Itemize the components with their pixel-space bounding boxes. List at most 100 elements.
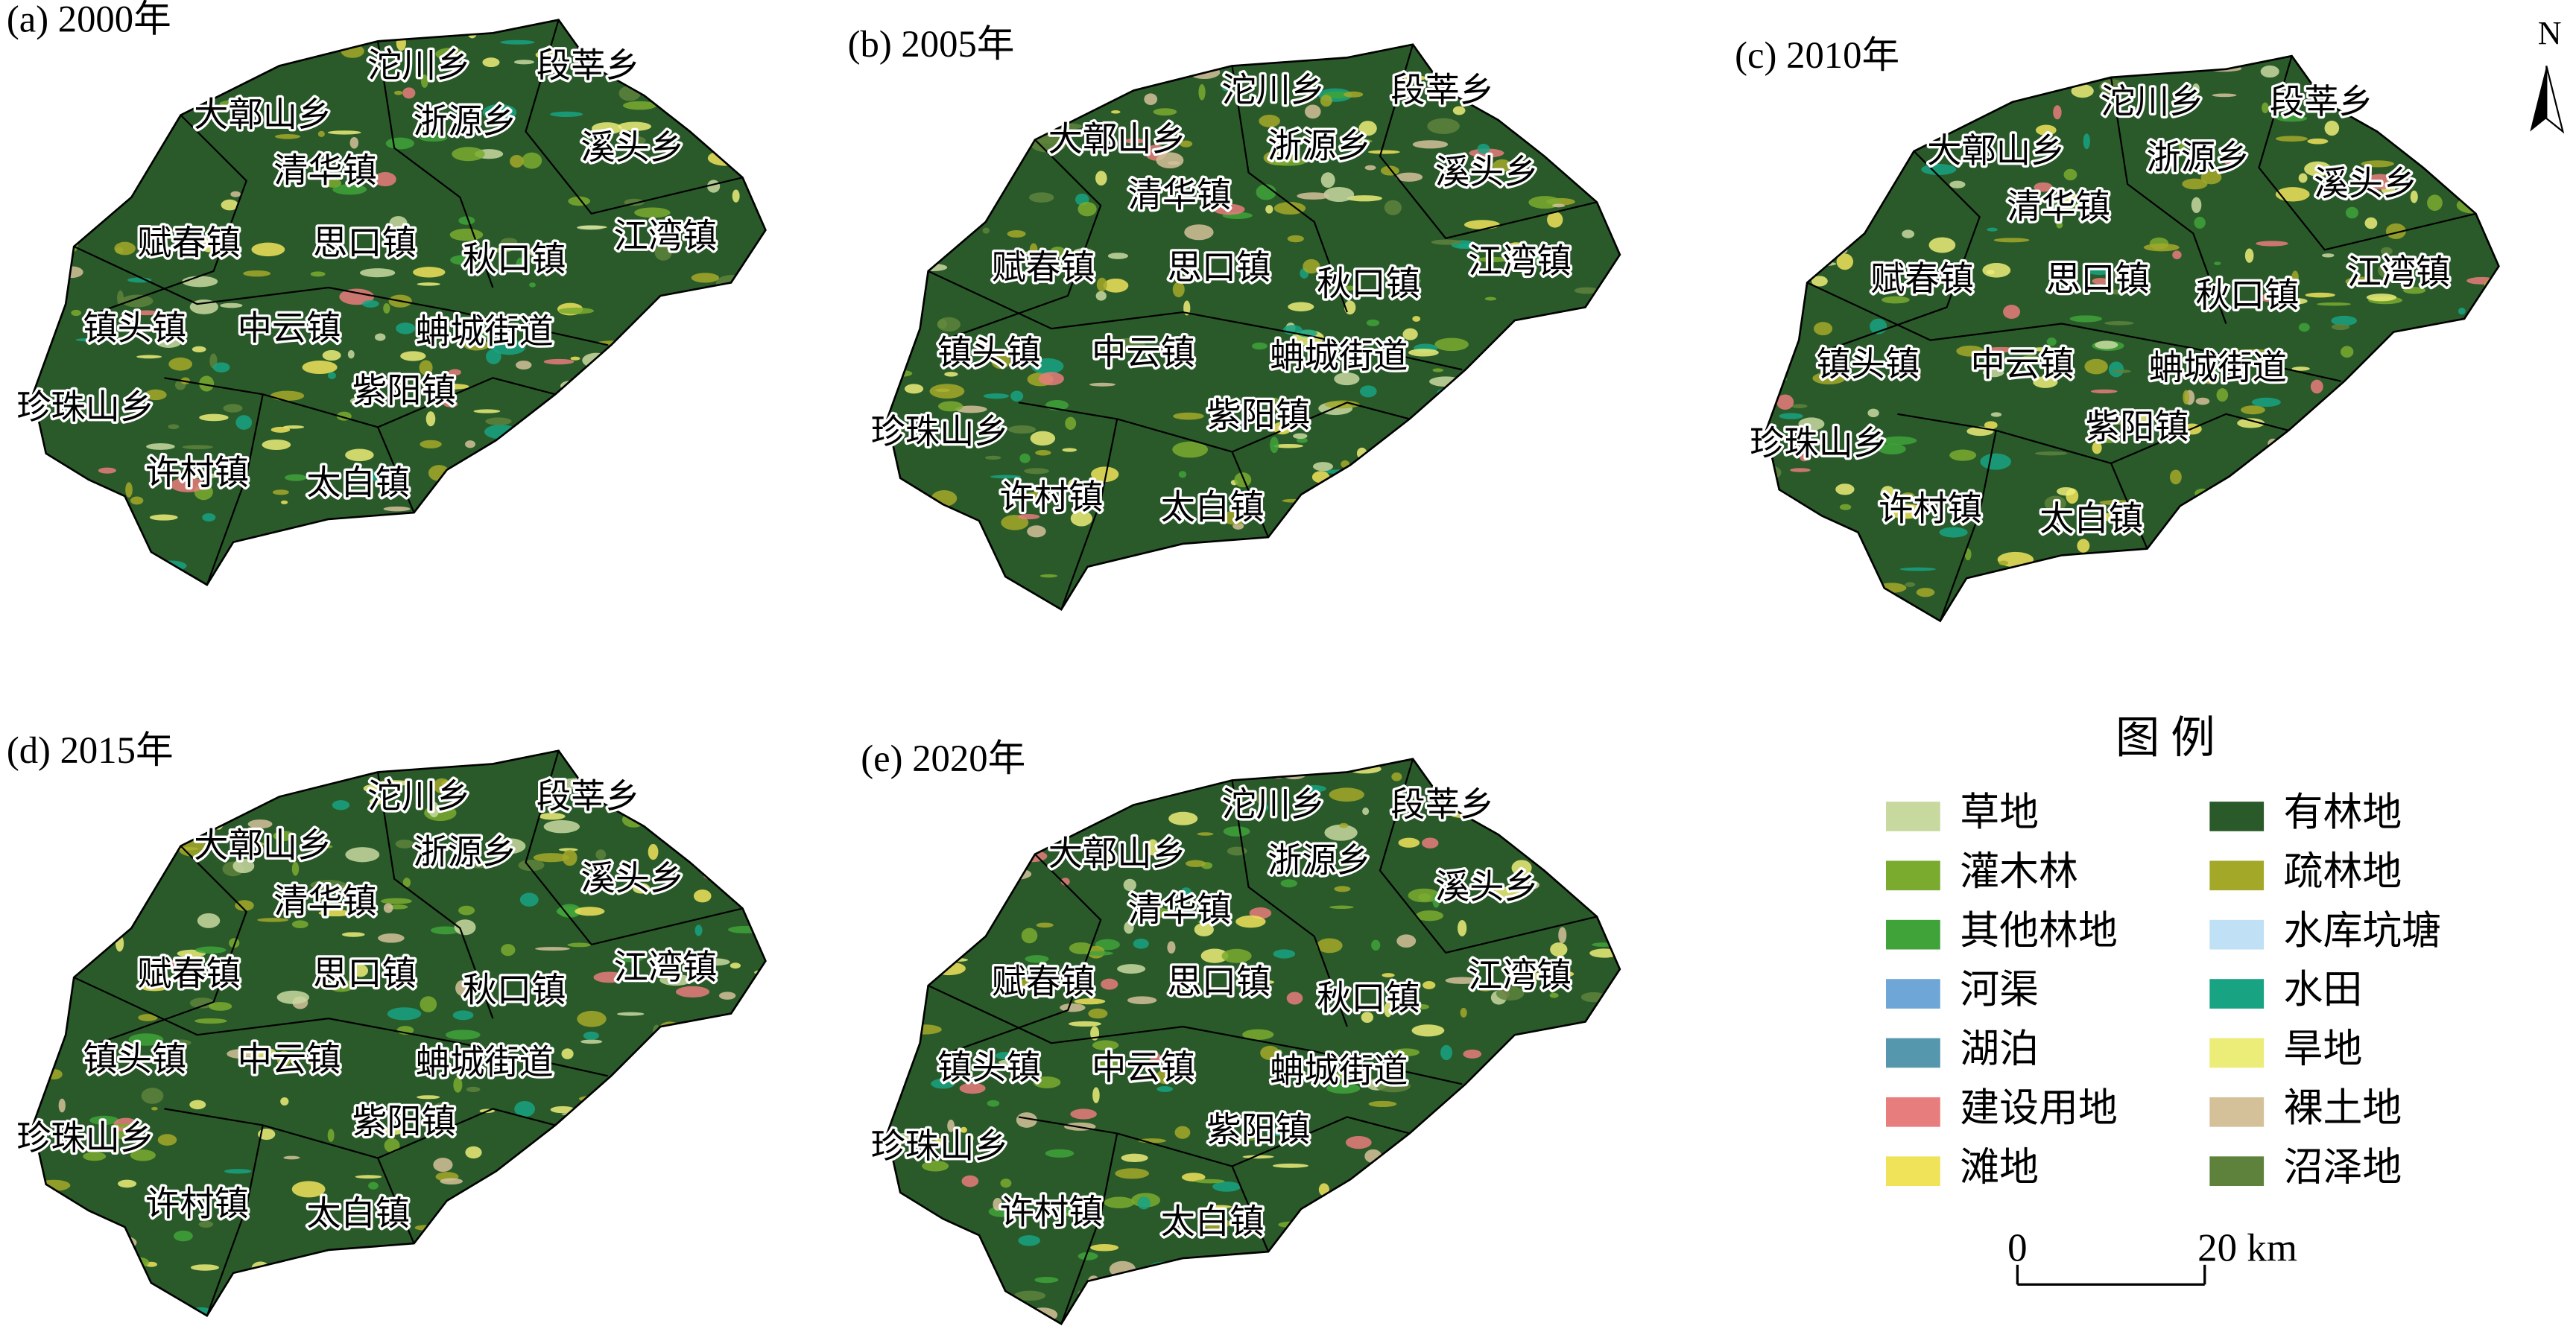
land-patch [1947, 497, 1961, 512]
land-patch [362, 299, 379, 308]
land-patch [176, 37, 188, 48]
land-patch [383, 506, 411, 512]
town-boundary [206, 1125, 264, 1316]
land-patch [1168, 811, 1198, 825]
land-patch [1448, 565, 1474, 582]
land-patch [381, 898, 412, 904]
land-patch [1482, 425, 1503, 434]
land-patch [291, 920, 308, 929]
land-patch [417, 544, 453, 559]
land-patch [1150, 561, 1180, 568]
land-patch [390, 235, 402, 247]
land-patch [1953, 82, 1984, 94]
land-patch [1376, 1079, 1411, 1093]
land-patch [2298, 173, 2308, 183]
land-patch [2332, 513, 2346, 524]
land-patch [1889, 85, 1922, 92]
land-patch [1031, 358, 1064, 375]
land-patch [83, 1152, 107, 1161]
land-patch [327, 130, 361, 135]
land-patch [75, 337, 110, 342]
land-patch [51, 897, 83, 913]
town-boundary [1060, 419, 1118, 610]
land-patch [1396, 934, 1417, 948]
land-patch [2457, 337, 2493, 347]
land-patch [127, 277, 152, 283]
land-patch [530, 503, 542, 510]
land-patch [1135, 1300, 1144, 1310]
land-patch [929, 384, 965, 399]
town-boundary [928, 985, 1463, 1085]
land-patch [73, 1248, 98, 1252]
land-patch [1184, 224, 1214, 241]
land-patch [561, 514, 580, 521]
town-label: 许村镇 [1000, 1193, 1104, 1231]
land-patch [690, 113, 703, 130]
land-patch [500, 238, 518, 247]
panel-title: (c) 2010年 [1735, 34, 1899, 76]
north-label: N [2538, 15, 2562, 51]
land-patch [150, 785, 171, 791]
land-patch [1291, 551, 1314, 565]
land-patch [2341, 346, 2354, 358]
land-patch [2456, 410, 2492, 427]
land-patch [1021, 1056, 1037, 1060]
land-patch [687, 979, 697, 983]
town-boundary [952, 853, 1102, 1053]
land-patch [1828, 121, 1864, 136]
land-patch [960, 1126, 967, 1133]
land-patch [1114, 1292, 1139, 1303]
land-patch [890, 225, 915, 241]
land-patch [2169, 469, 2182, 485]
land-patch [734, 769, 754, 779]
land-patch [1092, 1087, 1100, 1104]
land-patch [1068, 1021, 1101, 1027]
land-patch [726, 798, 756, 804]
land-patch [1251, 545, 1279, 554]
land-patch [130, 1149, 156, 1161]
land-patch [946, 570, 972, 579]
land-patch [1265, 205, 1273, 214]
town-label: 太白镇 [306, 1196, 410, 1234]
land-patch [2452, 466, 2466, 483]
land-patch [447, 471, 472, 486]
land-patch [1242, 1029, 1274, 1040]
land-patch [359, 268, 396, 278]
land-patch [212, 362, 230, 372]
town-boundary [2110, 77, 2227, 324]
land-patch [1612, 150, 1620, 162]
legend-title: 图 例 [2115, 713, 2215, 762]
land-patch [966, 1134, 975, 1142]
land-patch [1537, 1188, 1560, 1200]
town-label: 浙源乡 [2146, 139, 2250, 177]
land-patch [1280, 879, 1297, 888]
legend-label: 草地 [1960, 791, 2039, 834]
town-label: 紫阳镇 [352, 372, 456, 410]
land-patch [1605, 150, 1620, 158]
land-patch [339, 288, 375, 305]
land-patch [1881, 436, 1917, 445]
town-label: 大鄣山乡 [1048, 121, 1186, 159]
land-patch [1101, 978, 1118, 990]
land-patch [1212, 1181, 1241, 1192]
land-patch [647, 80, 662, 94]
land-patch [155, 333, 183, 348]
land-patch [1045, 1149, 1075, 1158]
town-label: 浙源乡 [414, 103, 517, 141]
land-patch [1007, 229, 1026, 238]
land-patch [1487, 566, 1513, 579]
land-patch [341, 932, 365, 937]
land-patch [136, 50, 158, 59]
land-patch [1999, 560, 2009, 565]
land-patch [562, 849, 577, 866]
land-patch [110, 1123, 145, 1128]
land-patch [88, 178, 107, 192]
legend-label: 其他林地 [1960, 910, 2118, 953]
land-patch [1364, 475, 1377, 485]
land-patch [1365, 521, 1382, 538]
county-border [31, 749, 767, 1317]
land-patch [1266, 1129, 1298, 1136]
land-patch [533, 853, 569, 863]
land-patch [1463, 432, 1499, 445]
